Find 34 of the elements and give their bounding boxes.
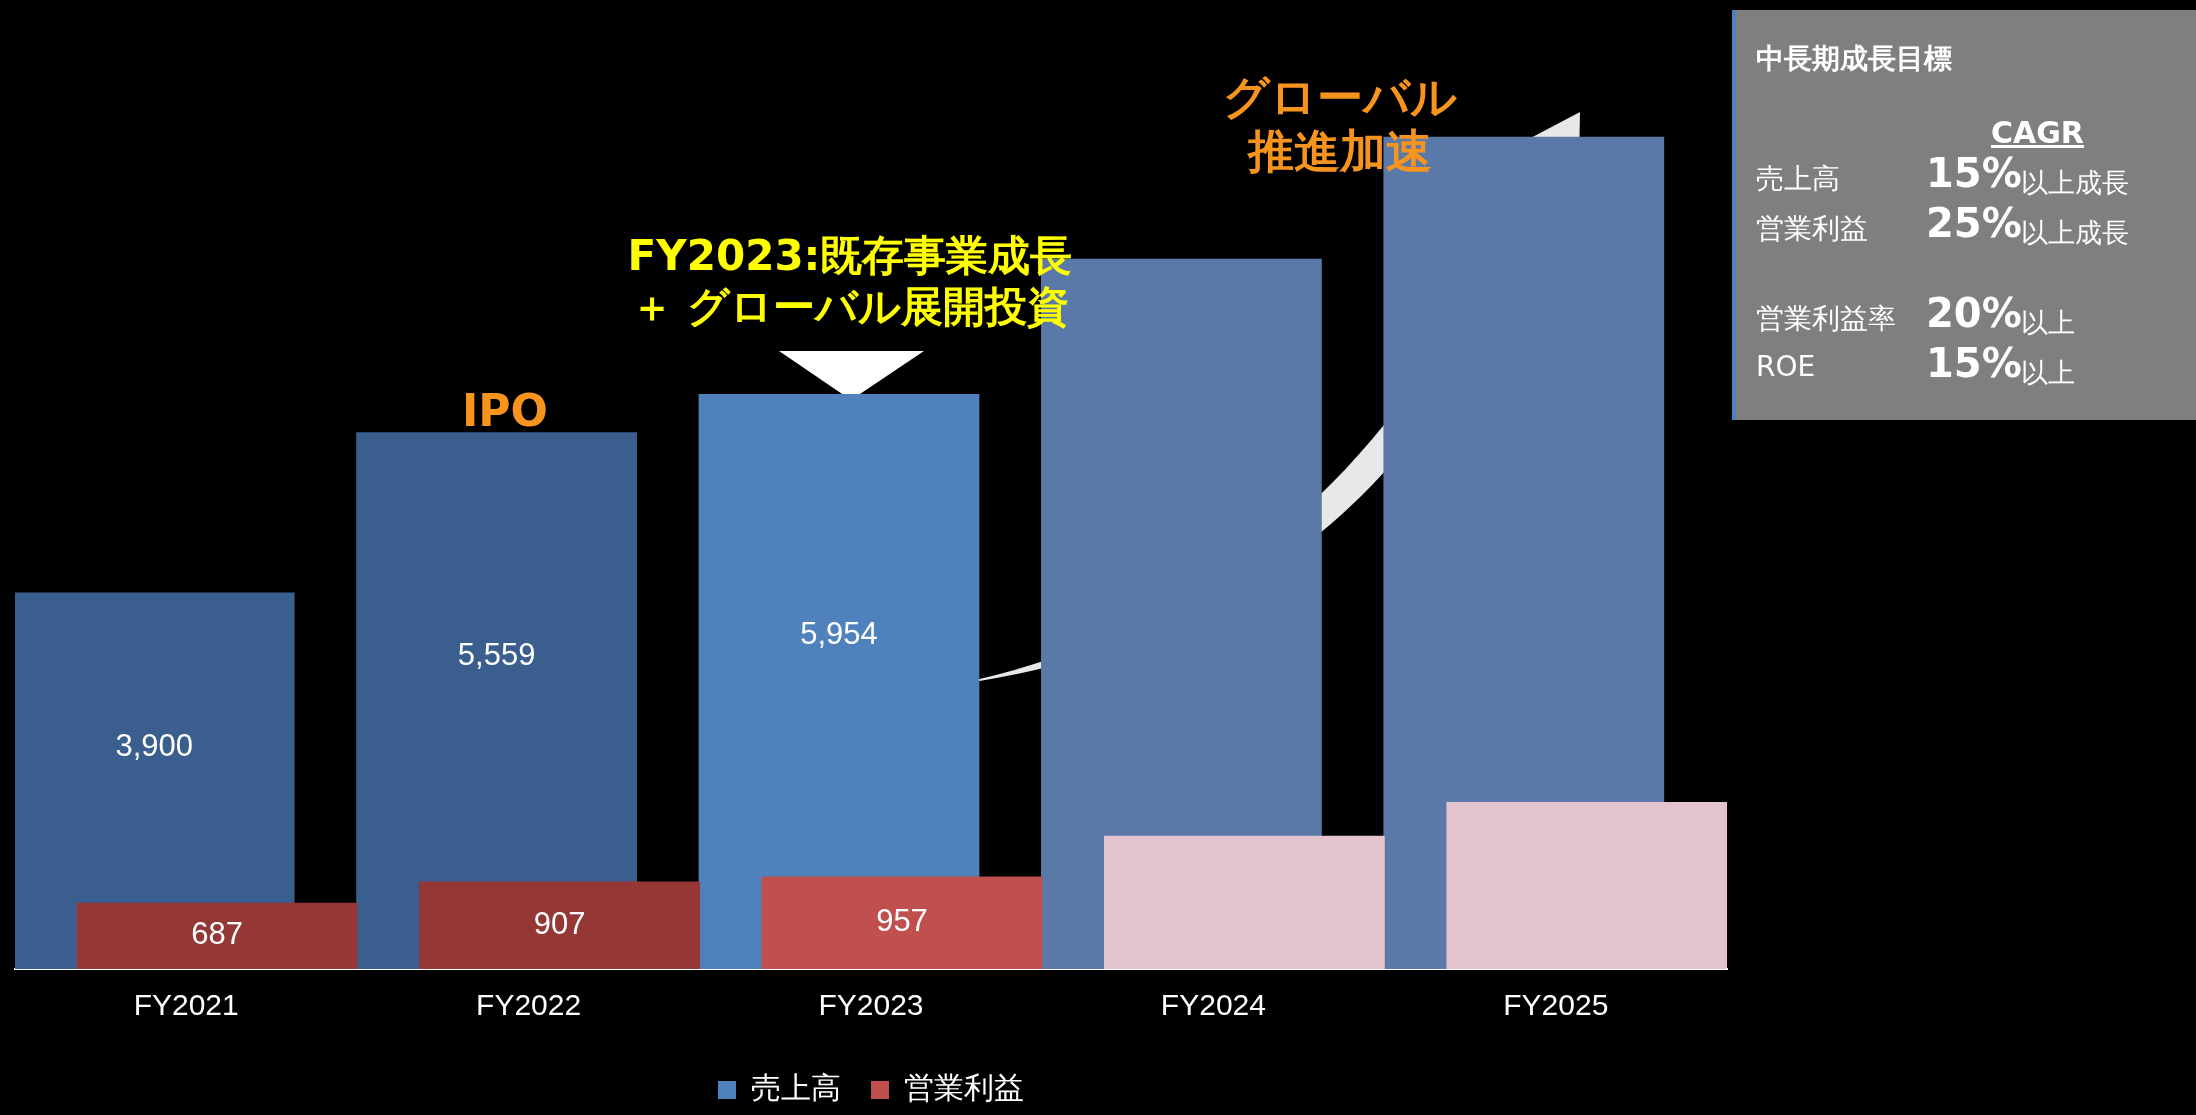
text: 営業利益率 [1756, 301, 1896, 337]
data-label: 907 [533, 905, 586, 941]
text: 以上成長 [2021, 166, 2129, 200]
x-tick-label: FY2021 [133, 988, 239, 1022]
bar [419, 881, 700, 969]
bar [761, 876, 1043, 969]
bar [1104, 835, 1385, 969]
data-label: 3,900 [115, 728, 193, 764]
text: CAGR [1991, 115, 2084, 150]
text: 以上成長 [2021, 216, 2129, 250]
x-tick-label: FY2024 [1160, 988, 1266, 1022]
data-label: 687 [191, 916, 244, 952]
text: 以上 [2021, 356, 2075, 390]
text: グローバル [1223, 69, 1457, 126]
annotation: IPO [461, 384, 549, 436]
text: 25% [1926, 200, 2022, 246]
legend-label: 営業利益 [904, 1069, 1024, 1105]
text: 20% [1926, 290, 2022, 336]
x-tick-label: FY2025 [1503, 988, 1609, 1022]
data-label: 957 [876, 903, 928, 939]
bar [1446, 801, 1727, 969]
text: 15% [1926, 150, 2022, 196]
text: 以上 [2021, 306, 2075, 340]
data-label: 5,954 [800, 615, 878, 651]
legend-label: 売上高 [751, 1069, 841, 1105]
text: 15% [1926, 340, 2022, 386]
text: 中長期成長目標 [1756, 41, 1952, 77]
data-label: 5,559 [457, 637, 536, 673]
text: 売上高 [1756, 161, 1840, 197]
x-tick-label: FY2023 [818, 988, 924, 1022]
x-tick-label: FY2022 [476, 988, 582, 1022]
bar [76, 902, 358, 969]
text: 営業利益 [1756, 211, 1868, 247]
text: ROE [1756, 350, 1816, 383]
